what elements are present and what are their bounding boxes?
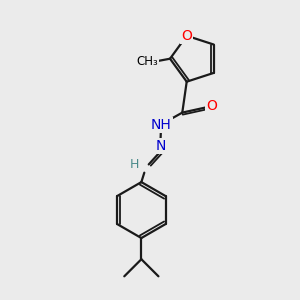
Text: CH₃: CH₃ [136, 55, 158, 68]
Text: O: O [206, 99, 217, 113]
Text: H: H [130, 158, 140, 171]
Text: O: O [181, 29, 192, 43]
Text: NH: NH [151, 118, 172, 132]
Text: N: N [155, 139, 166, 153]
